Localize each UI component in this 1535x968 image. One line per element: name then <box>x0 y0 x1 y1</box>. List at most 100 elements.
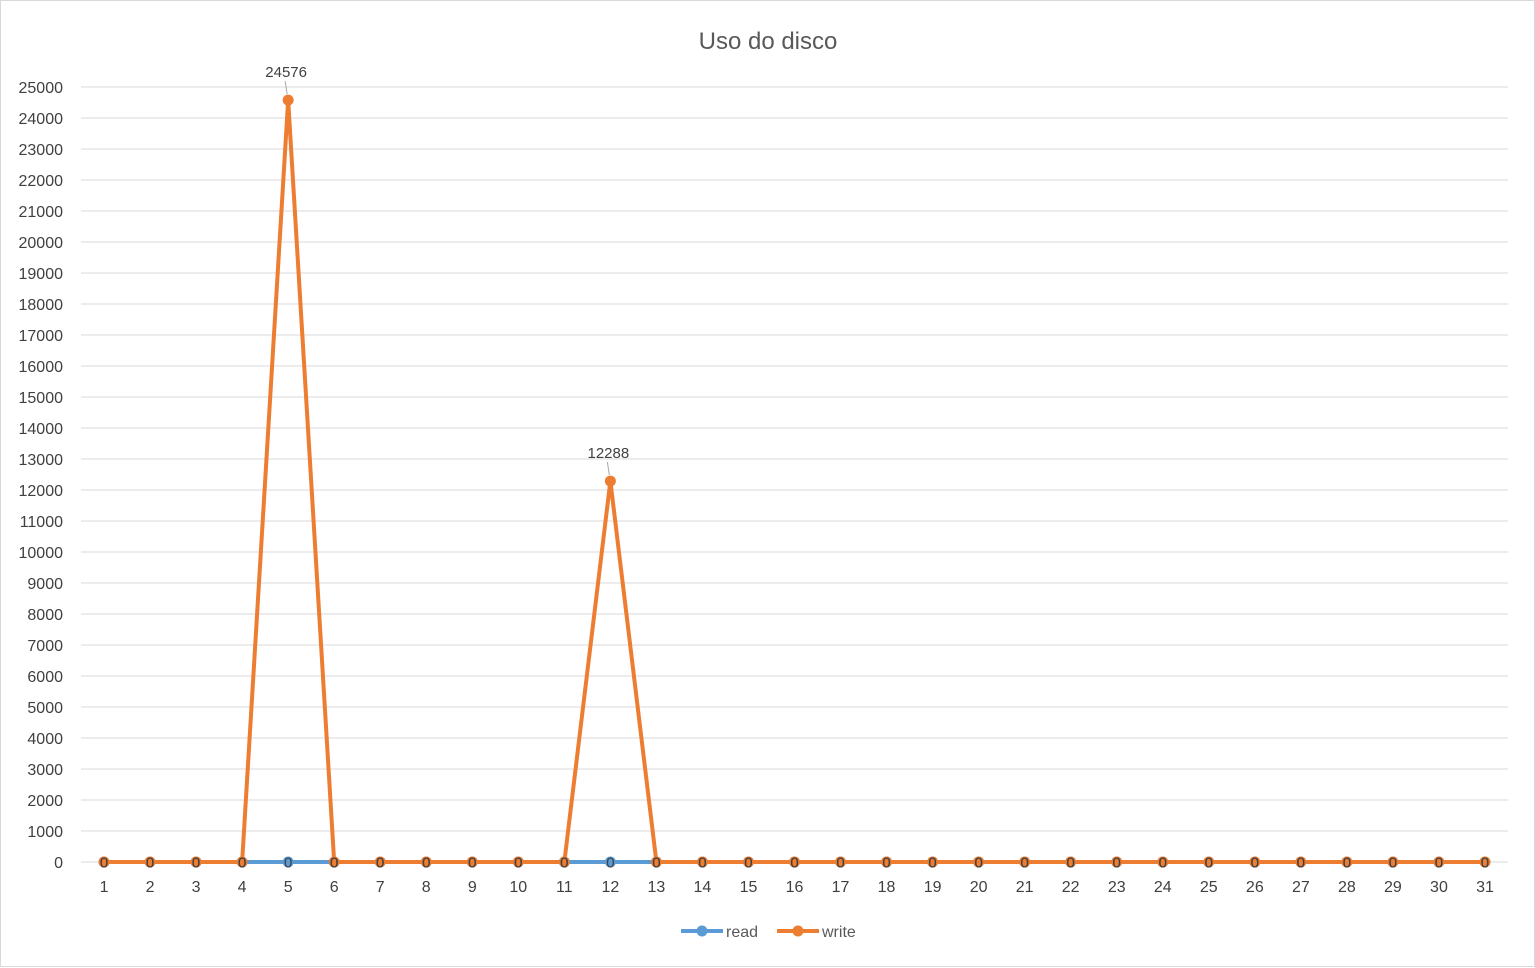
series-line-write <box>104 98 1485 864</box>
data-label: 0 <box>1343 855 1351 872</box>
point-write <box>1157 856 1169 868</box>
x-tick-label: 18 <box>878 879 896 896</box>
y-tick-label: 18000 <box>19 297 64 314</box>
y-tick-label: 7000 <box>27 638 63 655</box>
data-label: 0 <box>1205 855 1213 872</box>
data-label: 0 <box>882 855 890 872</box>
data-label: 0 <box>1389 855 1397 872</box>
data-label: 0 <box>1251 855 1259 872</box>
y-tick-label: 13000 <box>19 452 64 469</box>
data-label: 0 <box>1113 855 1121 872</box>
y-tick-label: 24000 <box>19 111 64 128</box>
x-tick-label: 27 <box>1292 879 1310 896</box>
data-label-leader <box>606 461 610 476</box>
chart-title: Uso do disco <box>699 28 838 55</box>
data-label: 0 <box>790 855 798 872</box>
data-label: 0 <box>606 855 614 872</box>
data-label: 0 <box>974 855 982 872</box>
data-label: 0 <box>560 855 568 872</box>
y-tick-label: 15000 <box>19 390 64 407</box>
y-tick-label: 16000 <box>19 359 64 376</box>
x-tick-label: 13 <box>648 879 666 896</box>
data-label: 0 <box>376 855 384 872</box>
data-label: 0 <box>1435 855 1443 872</box>
data-label: 0 <box>100 855 108 872</box>
y-tick-label: 6000 <box>27 669 63 686</box>
data-label: 0 <box>560 855 568 872</box>
y-tick-label: 9000 <box>27 576 63 593</box>
y-tick-label: 25000 <box>19 80 64 97</box>
point-read <box>604 856 616 868</box>
data-label: 0 <box>192 855 200 872</box>
x-tick-label: 17 <box>832 879 850 896</box>
x-tick-label: 7 <box>376 879 385 896</box>
x-tick-label: 23 <box>1108 879 1126 896</box>
point-write <box>1479 856 1491 868</box>
x-tick-label: 11 <box>556 879 573 896</box>
legend: read write <box>681 924 856 941</box>
point-write <box>420 856 432 868</box>
data-label: 0 <box>514 855 522 872</box>
x-tick-label: 29 <box>1384 879 1402 896</box>
x-tick-label: 6 <box>330 879 339 896</box>
x-tick-label: 16 <box>786 879 804 896</box>
legend-marker-read <box>696 925 708 937</box>
point-write <box>1203 856 1215 868</box>
data-label: 0 <box>1205 855 1213 872</box>
y-tick-label: 2000 <box>27 793 63 810</box>
point-write <box>696 856 708 868</box>
point-write <box>973 856 985 868</box>
x-tick-label: 30 <box>1430 879 1448 896</box>
data-label: 0 <box>468 855 476 872</box>
data-label: 0 <box>284 855 292 872</box>
point-write <box>1065 856 1077 868</box>
point-write <box>789 856 800 868</box>
data-label: 0 <box>836 855 844 872</box>
point-write <box>1249 856 1261 868</box>
data-label: 0 <box>468 855 476 872</box>
data-labels: 0 0 0 0 0 0 0 0 0 0 0 0 0 0 0 0 0 0 0 0 0 0 0 0 0 0 0 0 0 0 00 0 0 024576… <box>100 64 1489 871</box>
x-tick-label: 31 <box>1476 879 1494 896</box>
y-tick-label: 1000 <box>27 824 63 841</box>
point-write <box>1387 856 1399 868</box>
series-lines <box>98 94 1491 868</box>
legend-label-read: read <box>726 924 758 941</box>
point-write <box>650 856 662 868</box>
y-tick-label: 14000 <box>19 421 64 438</box>
point-write <box>98 856 110 868</box>
data-label: 0 <box>146 855 154 872</box>
data-label: 0 <box>744 855 752 872</box>
data-label: 0 <box>1297 855 1305 872</box>
y-tick-label: 10000 <box>19 545 64 562</box>
data-label: 0 <box>514 855 522 872</box>
data-label: 0 <box>422 855 430 872</box>
legend-marker-write <box>792 925 804 937</box>
x-tick-label: 5 <box>284 879 293 896</box>
x-tick-label: 26 <box>1246 879 1264 896</box>
y-tick-label: 8000 <box>27 607 63 624</box>
data-label: 0 <box>1067 855 1075 872</box>
data-label: 0 <box>928 855 936 872</box>
gridlines <box>81 86 1508 863</box>
x-tick-label: 9 <box>468 879 477 896</box>
x-axis-ticks: 1 2 3 4 5 6 7 8 9 10 11 12 13 14 15 16 17 18 19 20 21 22 23 24 2… <box>100 879 1494 896</box>
y-tick-label: 20000 <box>19 235 64 252</box>
point-write <box>927 856 939 868</box>
y-axis-ticks: 0 1000 2000 3000 4000 5000 6000 7000 8000 9000 100… <box>19 80 64 872</box>
x-tick-label: 25 <box>1200 879 1218 896</box>
x-tick-label: 21 <box>1016 879 1034 896</box>
x-tick-label: 20 <box>970 879 988 896</box>
x-tick-label: 24 <box>1154 879 1172 896</box>
y-tick-label: 0 <box>54 855 63 872</box>
data-label: 0 <box>1251 855 1259 872</box>
x-tick-label: 19 <box>924 879 942 896</box>
x-tick-label: 4 <box>238 879 247 896</box>
point-write <box>1019 856 1031 868</box>
x-tick-label: 12 <box>601 879 619 896</box>
data-label: 0 <box>790 855 798 872</box>
x-tick-label: 10 <box>509 879 527 896</box>
x-tick-label: 15 <box>740 879 758 896</box>
y-tick-label: 12000 <box>19 483 64 500</box>
data-label: 0 <box>698 855 706 872</box>
